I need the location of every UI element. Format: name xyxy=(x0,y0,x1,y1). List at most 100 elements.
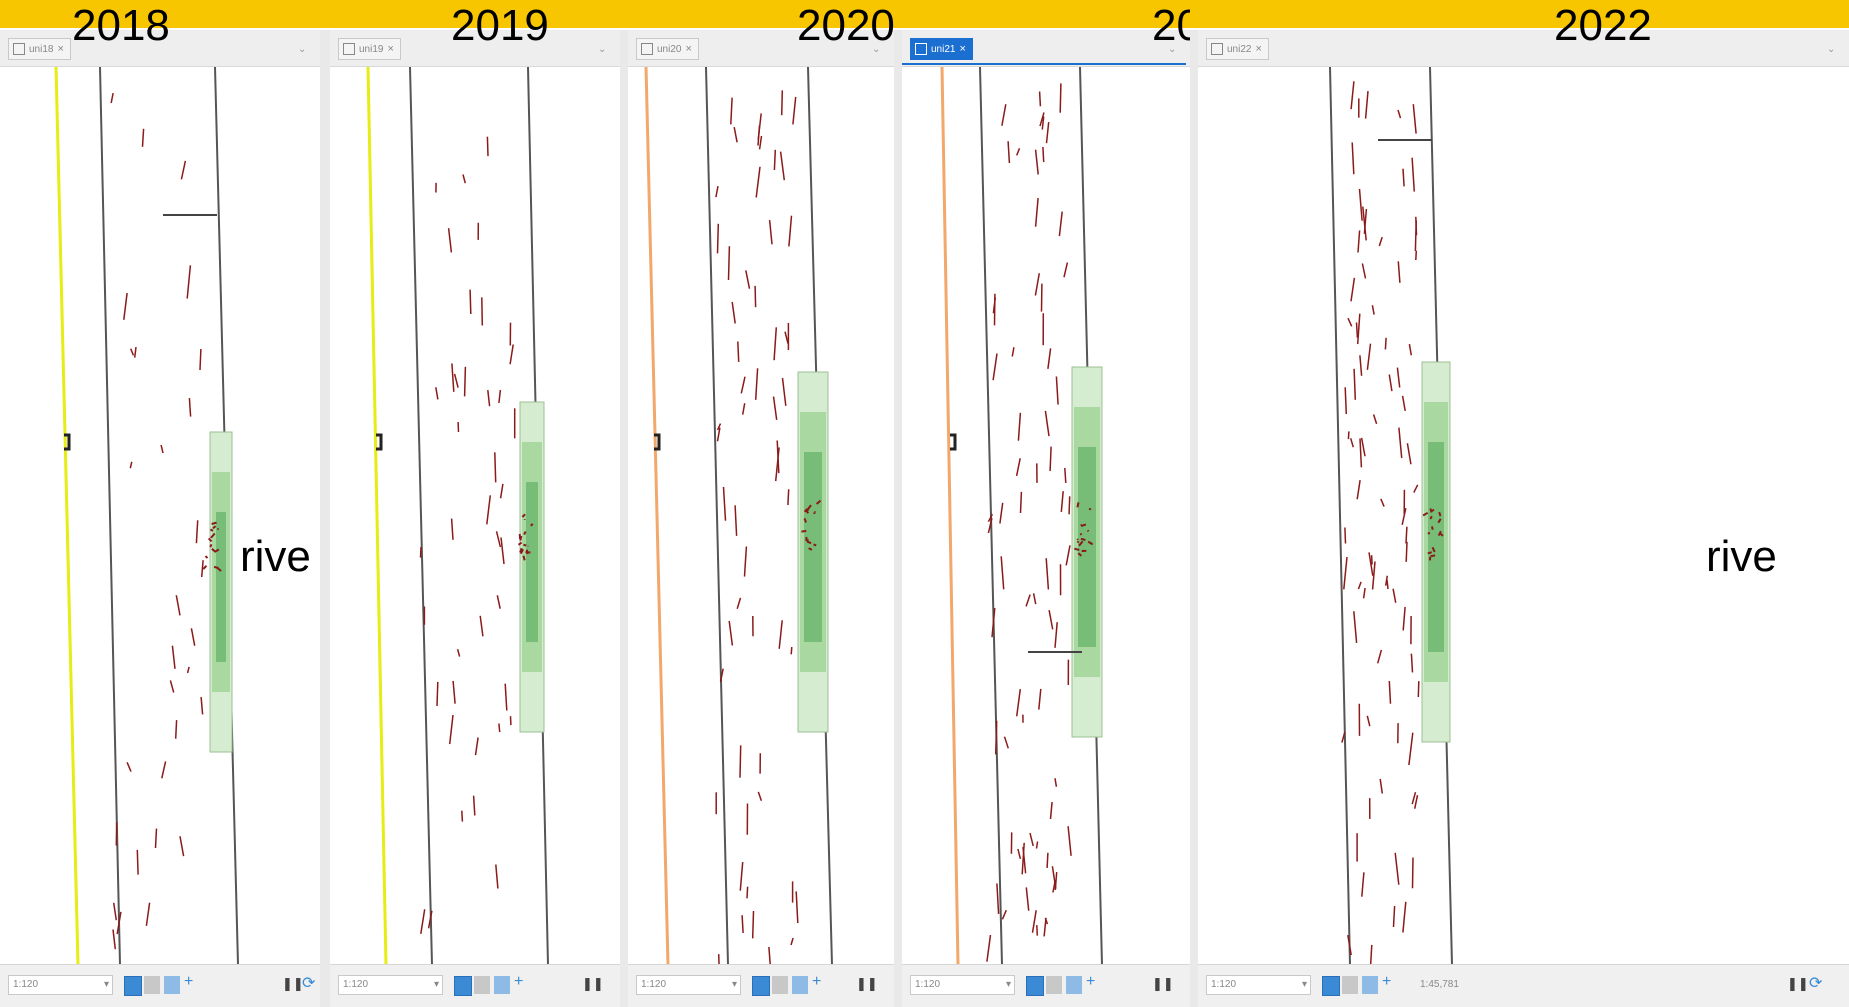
crack-mark xyxy=(1341,731,1346,743)
pause-icon[interactable]: ❚❚ xyxy=(1787,976,1809,991)
crack-mark xyxy=(768,946,772,965)
tool-layer-square-icon[interactable] xyxy=(494,976,510,994)
crack-mark xyxy=(448,714,454,745)
crack-mark xyxy=(784,331,789,344)
crack-mark xyxy=(1353,368,1357,400)
crack-mark xyxy=(754,285,757,308)
map-tab-bar: uni22 × ⌄ xyxy=(1198,30,1849,67)
road-edge-line xyxy=(644,67,670,965)
crack-mark xyxy=(1007,141,1011,164)
crack-mark xyxy=(199,348,202,371)
scale-select[interactable]: 1:120 ▾ xyxy=(636,975,741,995)
crack-mark xyxy=(154,828,158,849)
map-canvas[interactable] xyxy=(628,67,894,965)
refresh-icon[interactable]: ⟳ xyxy=(1809,975,1823,992)
crack-mark xyxy=(486,495,492,525)
panel-separator xyxy=(894,30,904,1007)
crack-mark xyxy=(1392,905,1396,928)
crack-mark xyxy=(1366,715,1371,727)
crack-mark xyxy=(504,683,508,711)
map-canvas[interactable] xyxy=(1198,67,1849,965)
crack-mark xyxy=(755,166,761,198)
map-tab-uni19[interactable]: uni19 × xyxy=(338,38,401,60)
add-icon[interactable]: + xyxy=(514,973,524,990)
tool-layer-square-icon[interactable] xyxy=(1066,976,1082,994)
tool-layer-square-icon[interactable] xyxy=(792,976,808,994)
crack-mark xyxy=(112,929,117,950)
crack-mark xyxy=(790,647,793,655)
crack-mark xyxy=(1359,355,1363,376)
chevron-down-icon[interactable]: ⌄ xyxy=(298,44,307,55)
crack-mark xyxy=(436,681,439,707)
map-status-bar: 1:120 ▾ + ❚❚ xyxy=(628,964,894,1007)
crack-mark xyxy=(1362,587,1366,599)
tool-grid-square-icon[interactable] xyxy=(772,976,788,994)
tool-grid-square-icon[interactable] xyxy=(144,976,160,994)
crack-mark xyxy=(1060,491,1064,512)
add-icon[interactable]: + xyxy=(1086,973,1096,990)
crack-mark xyxy=(1361,872,1365,897)
crack-mark xyxy=(739,861,744,891)
close-icon[interactable]: × xyxy=(1255,43,1262,55)
crack-mark xyxy=(795,891,799,924)
road-marker xyxy=(654,433,661,451)
map-tab-uni20[interactable]: uni20 × xyxy=(636,38,699,60)
map-canvas[interactable] xyxy=(902,67,1190,965)
crack-mark xyxy=(161,761,167,779)
tool-grid-square-icon[interactable] xyxy=(1046,976,1062,994)
year-label: 2020 xyxy=(797,1,894,50)
tool-blue-square-icon[interactable] xyxy=(454,976,472,996)
pause-icon[interactable]: ❚❚ xyxy=(1152,976,1174,991)
tool-blue-square-icon[interactable] xyxy=(1322,976,1340,996)
map-tab-uni18[interactable]: uni18 × xyxy=(8,38,71,60)
close-icon[interactable]: × xyxy=(685,43,692,55)
crack-mark xyxy=(773,149,777,171)
crack-mark xyxy=(451,363,455,392)
crack-mark xyxy=(1059,83,1062,113)
map-tab-label: uni18 xyxy=(29,43,54,55)
chevron-down-icon[interactable]: ⌄ xyxy=(598,44,607,55)
lane-line-left xyxy=(705,67,729,965)
close-icon[interactable]: × xyxy=(57,43,64,55)
close-icon[interactable]: × xyxy=(387,43,394,55)
crack-mark xyxy=(169,680,175,693)
add-icon[interactable]: + xyxy=(1382,973,1392,990)
tool-blue-square-icon[interactable] xyxy=(124,976,142,996)
crack-mark xyxy=(435,387,439,400)
tool-layer-square-icon[interactable] xyxy=(1362,976,1378,994)
chevron-down-icon[interactable]: ⌄ xyxy=(1827,44,1836,55)
refresh-icon[interactable]: ⟳ xyxy=(302,975,316,992)
tool-blue-square-icon[interactable] xyxy=(752,976,770,996)
tool-blue-square-icon[interactable] xyxy=(1026,976,1044,996)
crack-mark xyxy=(722,486,727,521)
crack-mark xyxy=(171,645,176,669)
crack-mark xyxy=(1015,689,1022,717)
scale-select[interactable]: 1:120 ▾ xyxy=(8,975,113,995)
crack-mark xyxy=(1378,236,1383,247)
chevron-down-icon: ▾ xyxy=(433,979,439,990)
map-canvas[interactable] xyxy=(0,67,320,965)
add-icon[interactable]: + xyxy=(812,973,822,990)
crack-mark xyxy=(496,595,501,609)
add-icon[interactable]: + xyxy=(184,973,194,990)
chevron-down-icon[interactable]: ⌄ xyxy=(1168,44,1177,55)
tool-layer-square-icon[interactable] xyxy=(164,976,180,994)
map-tab-uni21[interactable]: uni21 × xyxy=(910,38,973,60)
tool-grid-square-icon[interactable] xyxy=(474,976,490,994)
chevron-down-icon[interactable]: ⌄ xyxy=(872,44,881,55)
map-tab-uni22[interactable]: uni22 × xyxy=(1206,38,1269,60)
crack-mark xyxy=(1001,104,1007,126)
pause-icon[interactable]: ❚❚ xyxy=(582,976,604,991)
pause-icon[interactable]: ❚❚ xyxy=(282,976,304,991)
crack-mark xyxy=(1408,732,1414,766)
close-icon[interactable]: × xyxy=(959,43,966,55)
tool-grid-square-icon[interactable] xyxy=(1342,976,1358,994)
scale-select[interactable]: 1:120 ▾ xyxy=(1206,975,1311,995)
map-canvas[interactable] xyxy=(330,67,620,965)
pause-icon[interactable]: ❚❚ xyxy=(856,976,878,991)
scale-select[interactable]: 1:120 ▾ xyxy=(338,975,443,995)
scale-select[interactable]: 1:120 ▾ xyxy=(910,975,1015,995)
map-icon xyxy=(1211,43,1223,55)
crack-mark xyxy=(186,265,192,299)
crack-mark xyxy=(110,92,114,104)
